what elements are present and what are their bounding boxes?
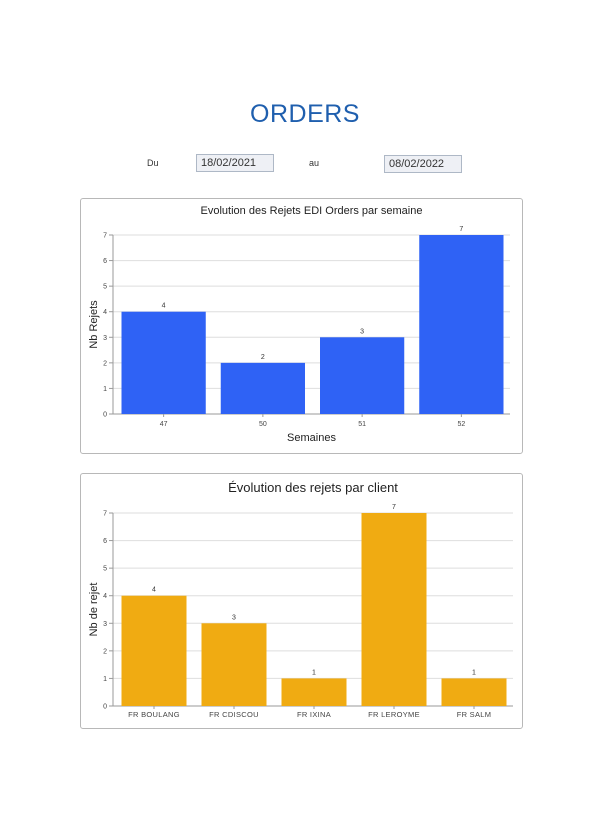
y-tick-label: 7 [103, 233, 107, 240]
bar-value-label: 3 [360, 328, 364, 335]
y-tick-label: 2 [103, 360, 107, 367]
chart-title: Évolution des rejets par client [228, 480, 398, 495]
from-date-field[interactable]: 18/02/2021 [196, 154, 274, 172]
y-tick-label: 0 [103, 704, 107, 711]
x-tick-label: 50 [259, 421, 267, 428]
y-tick-label: 6 [103, 258, 107, 265]
y-tick-label: 3 [103, 621, 107, 628]
bar [121, 595, 187, 706]
x-tick-label: FR SALM [457, 710, 492, 719]
y-tick-label: 1 [103, 676, 107, 683]
y-axis-label: Nb de rejet [88, 583, 100, 637]
y-tick-label: 5 [103, 284, 107, 291]
x-tick-label: FR IXINA [297, 710, 331, 719]
y-tick-label: 4 [103, 309, 107, 316]
chart-title: Evolution des Rejets EDI Orders par sema… [201, 205, 423, 217]
y-tick-label: 3 [103, 335, 107, 342]
y-tick-label: 4 [103, 593, 107, 600]
client-rejects-chart: Évolution des rejets par client 0 1 2 3 4 5 6 7 N… [88, 480, 513, 719]
bar-value-label: 1 [312, 669, 316, 676]
bar-value-label: 2 [261, 354, 265, 361]
x-tick-label: 51 [358, 421, 366, 428]
client-rejects-chart-panel: Évolution des rejets par client 0 1 2 3 4 5 6 7 N… [80, 473, 523, 729]
y-tick-label: 1 [103, 386, 107, 393]
x-axis-label: Semaines [287, 432, 336, 444]
x-tick-label: 52 [457, 421, 465, 428]
bar-value-label: 1 [472, 669, 476, 676]
bar-value-label: 7 [459, 226, 463, 233]
bar-value-label: 4 [162, 303, 166, 310]
bar [320, 337, 405, 414]
y-tick-label: 2 [103, 648, 107, 655]
x-tick-label: FR CDISCOU [209, 710, 259, 719]
bar [201, 623, 267, 706]
bar [441, 678, 507, 706]
x-tick-label: FR LEROYME [368, 710, 420, 719]
bar [419, 235, 504, 414]
weekly-rejects-chart: Evolution des Rejets EDI Orders par sema… [88, 205, 510, 444]
bar [121, 311, 206, 414]
bar [220, 362, 305, 414]
bar-value-label: 3 [232, 614, 236, 621]
bar [281, 678, 347, 706]
to-label: au [309, 158, 320, 168]
y-tick-label: 6 [103, 538, 107, 545]
to-date-field[interactable]: 08/02/2022 [384, 155, 462, 173]
y-tick-label: 5 [103, 566, 107, 573]
weekly-rejects-chart-panel: Evolution des Rejets EDI Orders par sema… [80, 198, 523, 454]
bar-value-label: 7 [392, 504, 396, 511]
from-label: Du [147, 158, 159, 168]
x-tick-label: FR BOULANG [128, 710, 180, 719]
bar [361, 513, 427, 706]
x-tick-label: 47 [160, 421, 168, 428]
y-tick-label: 7 [103, 511, 107, 518]
y-axis-label: Nb Rejets [88, 300, 100, 349]
bar-value-label: 4 [152, 587, 156, 594]
page-title: ORDERS [250, 100, 360, 128]
y-tick-label: 0 [103, 412, 107, 419]
